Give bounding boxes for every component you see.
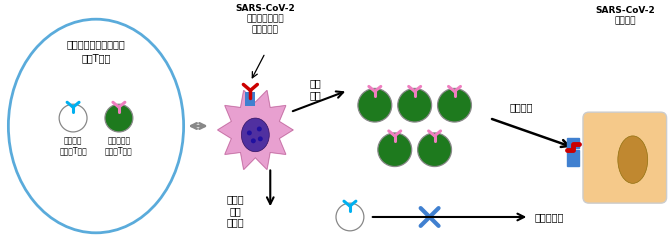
Text: 増殖
する: 増殖 する xyxy=(310,79,321,100)
Circle shape xyxy=(417,133,452,167)
Text: 殺傷する: 殺傷する xyxy=(509,102,533,112)
Text: 季節性コロナに対する: 季節性コロナに対する xyxy=(66,39,125,49)
Circle shape xyxy=(438,88,472,122)
Ellipse shape xyxy=(8,19,184,233)
Circle shape xyxy=(378,133,411,167)
Circle shape xyxy=(251,138,256,143)
Circle shape xyxy=(59,104,87,132)
Text: SARS-CoV-2
感染細胞: SARS-CoV-2 感染細胞 xyxy=(595,6,655,26)
Circle shape xyxy=(398,88,431,122)
Polygon shape xyxy=(567,138,579,148)
Polygon shape xyxy=(218,90,293,169)
Text: あまり
増殖
しない: あまり 増殖 しない xyxy=(226,194,245,228)
Circle shape xyxy=(258,136,263,141)
Text: 反応しない: 反応しない xyxy=(534,212,563,222)
Circle shape xyxy=(247,131,252,135)
FancyBboxPatch shape xyxy=(245,92,255,106)
Text: 記憶T細胞: 記憶T細胞 xyxy=(81,53,111,63)
FancyBboxPatch shape xyxy=(583,112,667,203)
Text: 交差反応性
があるT細胞: 交差反応性 があるT細胞 xyxy=(105,136,133,155)
Text: SARS-CoV-2
ホットスポット
エピトープ: SARS-CoV-2 ホットスポット エピトープ xyxy=(235,4,295,34)
Ellipse shape xyxy=(241,118,269,152)
Text: 交差反応
がないT細胞: 交差反応 がないT細胞 xyxy=(59,136,87,155)
Circle shape xyxy=(358,88,392,122)
Circle shape xyxy=(105,104,133,132)
Ellipse shape xyxy=(618,136,648,183)
Circle shape xyxy=(257,127,262,132)
Circle shape xyxy=(336,203,364,231)
Polygon shape xyxy=(567,150,579,166)
